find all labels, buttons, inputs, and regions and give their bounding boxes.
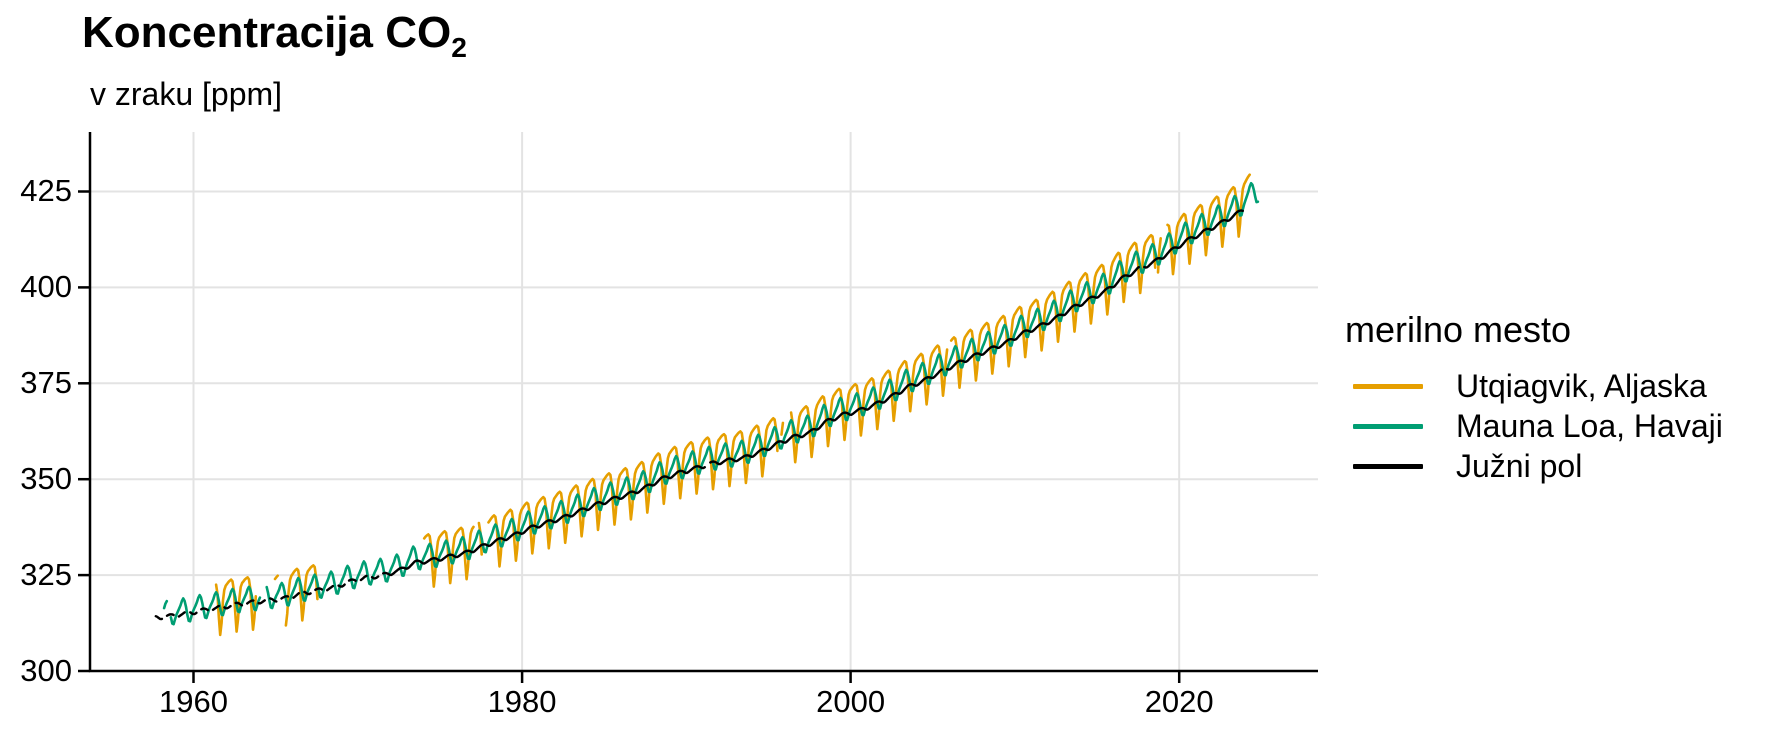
series-line-ju-ni-pol [1143,209,1244,269]
series-line-mauna-loa-havaji [265,181,1260,610]
legend: merilno mesto Utqiagvik, Aljaska Mauna L… [1343,308,1723,486]
y-tick-label: 300 [20,653,72,688]
series-line-utqiagvik-aljaska [284,564,319,627]
legend-key-line-orange [1353,383,1423,389]
axis-lines [88,132,1318,673]
series-line-mauna-loa-havaji [169,585,262,626]
chart-title-subscript: 2 [451,31,467,63]
legend-item-mauna-loa: Mauna Loa, Havaji [1343,406,1723,446]
x-tick-label: 1980 [487,684,557,719]
y-tick-label: 325 [20,557,72,593]
series-line-ju-ni-pol [154,571,390,621]
chart-title-text: Koncentracija CO [82,8,452,57]
series-line-utqiagvik-aljaska [780,421,785,436]
x-tick-label: 1960 [159,684,228,719]
page-title: Koncentracija CO2 [82,8,467,64]
series-line-utqiagvik-aljaska [422,525,475,588]
legend-label: Utqiagvik, Aljaska [1456,367,1707,404]
legend-item-juzni-pol: Južni pol [1343,446,1723,486]
series-line-utqiagvik-aljaska [273,574,279,581]
y-tick-label: 400 [20,269,72,305]
x-tick-label: 2000 [816,684,886,719]
legend-label: Mauna Loa, Havaji [1456,407,1723,444]
series-line-ju-ni-pol [709,368,943,466]
x-tick-label: 2020 [1144,684,1214,719]
series-line-ju-ni-pol [945,265,1140,371]
series-line-ju-ni-pol [388,465,706,577]
series-line-mauna-loa-havaji [162,599,169,610]
legend-key-line-black [1353,463,1423,469]
y-tick-label: 425 [20,173,72,209]
series-line-utqiagvik-aljaska [949,233,1157,389]
legend-label: Južni pol [1456,447,1583,484]
series-line-utqiagvik-aljaska [214,576,258,637]
series-line-utqiagvik-aljaska [789,344,949,464]
y-tick-label: 375 [20,365,72,401]
legend-item-utqiagvik: Utqiagvik, Aljaska [1343,366,1723,406]
legend-key-line-green [1353,423,1423,429]
legend-title: merilno mesto [1345,309,1572,350]
chart-subtitle: v zraku [ppm] [90,76,283,112]
y-tick-label: 350 [20,461,72,497]
